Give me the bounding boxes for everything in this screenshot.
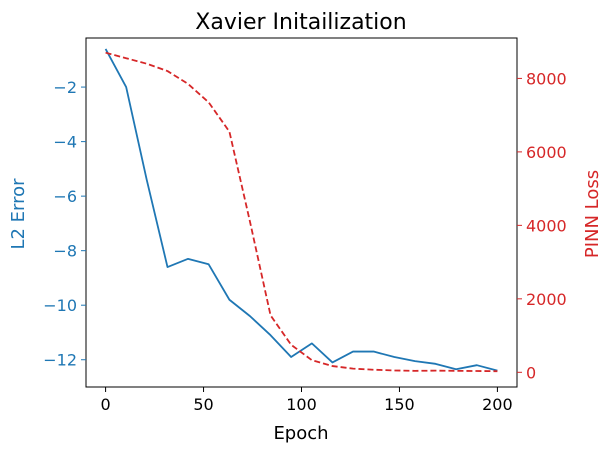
pinn-loss-series-line <box>105 51 498 373</box>
plot-frame <box>85 37 518 388</box>
right-y-tick-label: 2000 <box>526 290 567 309</box>
plot-area <box>104 48 498 373</box>
right-y-axis-label: PINN Loss <box>582 170 603 258</box>
right-y-tick-label: 8000 <box>526 69 567 88</box>
axes: 0 50 100 150 200 −12 −10 −8 −6 −4 −2 0 2000 4000 6000 8… <box>43 37 567 414</box>
x-tick-label: 150 <box>384 395 415 414</box>
left-y-tick-label: −10 <box>43 296 77 315</box>
left-y-tick-label: −2 <box>53 78 77 97</box>
left-y-tick-label: −8 <box>53 242 77 261</box>
x-tick-label: 50 <box>193 395 213 414</box>
x-tick-label: 0 <box>100 395 110 414</box>
right-y-tick-label: 6000 <box>526 143 567 162</box>
l2-error-series-line <box>104 48 498 372</box>
left-y-tick-label: −6 <box>53 187 77 206</box>
left-y-tick-label: −4 <box>53 133 77 152</box>
x-tick-label: 200 <box>482 395 513 414</box>
left-y-tick-label: −12 <box>43 351 77 370</box>
right-y-tick-label: 0 <box>526 363 536 382</box>
x-axis-label: Epoch <box>273 423 328 444</box>
left-y-axis-label: L2 Error <box>8 178 29 250</box>
right-y-tick-label: 4000 <box>526 216 567 235</box>
chart-title: Xavier Initailization <box>195 10 406 35</box>
x-tick-label: 100 <box>286 395 317 414</box>
